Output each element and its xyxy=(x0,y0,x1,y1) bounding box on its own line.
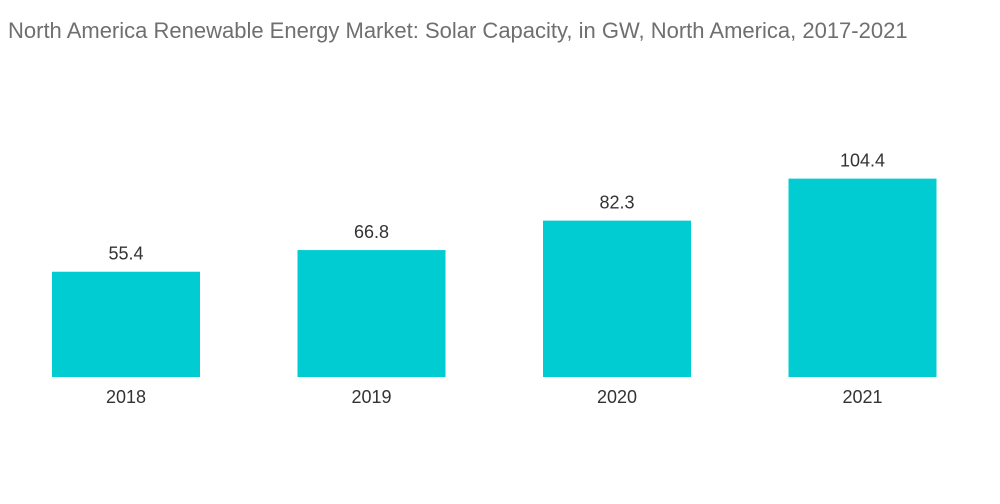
x-tick-label-2018: 2018 xyxy=(106,387,146,407)
x-tick-label-2021: 2021 xyxy=(842,387,882,407)
data-label-2021: 104.4 xyxy=(840,151,885,171)
bar-2018 xyxy=(52,271,200,377)
chart-title: North America Renewable Energy Market: S… xyxy=(8,18,908,43)
bars-group xyxy=(52,178,937,377)
data-label-2018: 55.4 xyxy=(108,244,143,264)
x-tick-label-2020: 2020 xyxy=(597,387,637,407)
data-label-2020: 82.3 xyxy=(599,193,634,213)
bar-labels-group: 55.4 66.8 82.3 104.4 xyxy=(108,151,885,264)
data-label-2019: 66.8 xyxy=(354,222,389,242)
x-tick-label-2019: 2019 xyxy=(351,387,391,407)
bar-2020 xyxy=(543,220,691,377)
bar-2021 xyxy=(788,178,937,377)
x-axis-ticks: 2018 2019 2020 2021 xyxy=(106,387,883,407)
bar-2019 xyxy=(297,250,446,377)
